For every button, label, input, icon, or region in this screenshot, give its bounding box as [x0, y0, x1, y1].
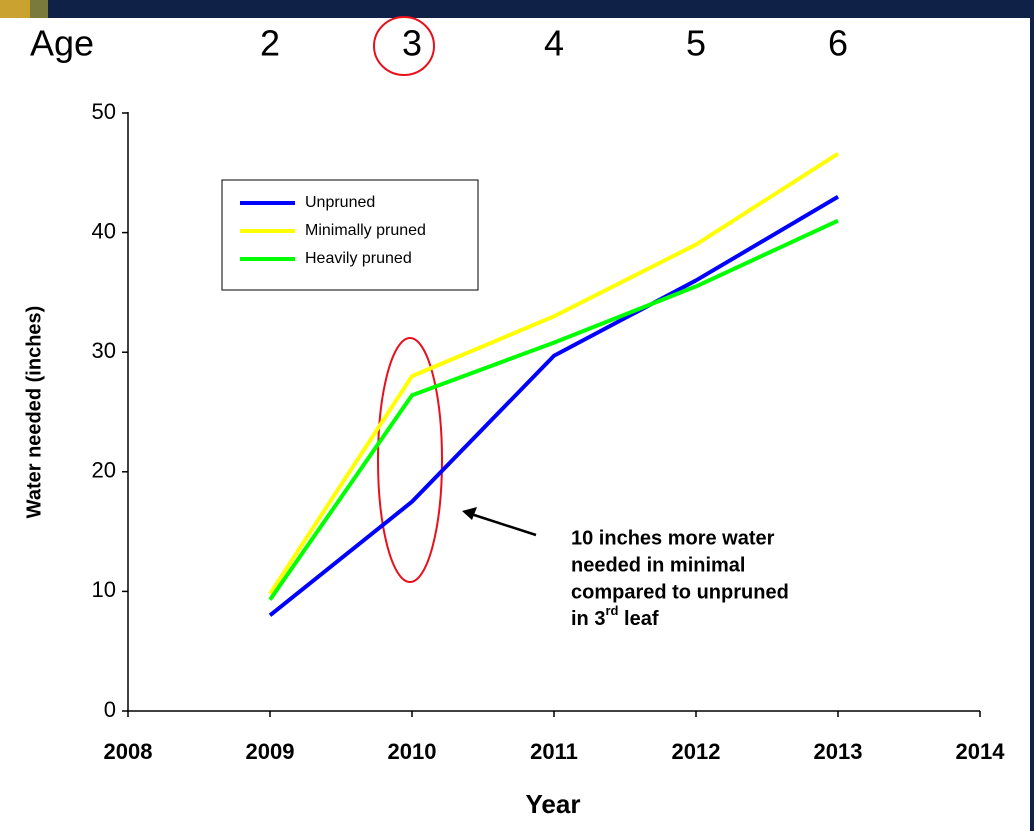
- thumbnail: [30, 0, 48, 18]
- age-value: 3: [402, 23, 422, 64]
- legend-label: Unpruned: [305, 194, 375, 211]
- age-value: 5: [686, 23, 706, 64]
- right-border: [1030, 0, 1034, 831]
- age-value: 4: [544, 23, 564, 64]
- annotation-text: in 3: [571, 608, 605, 630]
- annotation-line: compared to unpruned: [571, 581, 789, 603]
- annotation-superscript: rd: [605, 603, 618, 618]
- legend-label: Heavily pruned: [305, 250, 412, 267]
- age-value: 6: [828, 23, 848, 64]
- x-tick-label: 2014: [956, 739, 1006, 764]
- annotation: 10 inches more water needed in minimal com…: [571, 527, 789, 630]
- thumbnail: [0, 0, 30, 18]
- x-tick-label: 2013: [814, 739, 863, 764]
- top-bar: [0, 0, 1034, 18]
- x-axis-title: Year: [526, 789, 581, 819]
- y-tick-label: 40: [92, 218, 116, 243]
- age-label: Age: [30, 23, 94, 64]
- annotation-line: in 3rd leaf: [571, 603, 659, 630]
- x-tick-label: 2011: [530, 739, 578, 764]
- x-tick-label: 2012: [672, 739, 721, 764]
- x-tick-label: 2009: [246, 739, 295, 764]
- y-tick-label: 20: [92, 458, 116, 483]
- arrow-head: [462, 507, 477, 520]
- x-tick-label: 2010: [388, 739, 437, 764]
- age-value: 2: [260, 23, 280, 64]
- y-tick-label: 50: [92, 99, 116, 124]
- y-tick-label: 0: [104, 697, 116, 722]
- y-axis-title: Water needed (inches): [23, 306, 45, 519]
- x-tick-label: 2008: [104, 739, 153, 764]
- arrow: [468, 513, 536, 535]
- annotation-line: needed in minimal: [571, 554, 745, 576]
- annotation-line: 10 inches more water: [571, 527, 775, 549]
- y-tick-label: 30: [92, 338, 116, 363]
- legend-label: Minimally pruned: [305, 222, 426, 239]
- slide: Age Year Water needed (inches) 10 inches…: [0, 0, 1034, 831]
- y-tick-label: 10: [92, 577, 116, 602]
- annotation-text: leaf: [618, 608, 658, 630]
- highlight-ellipse: [378, 338, 442, 582]
